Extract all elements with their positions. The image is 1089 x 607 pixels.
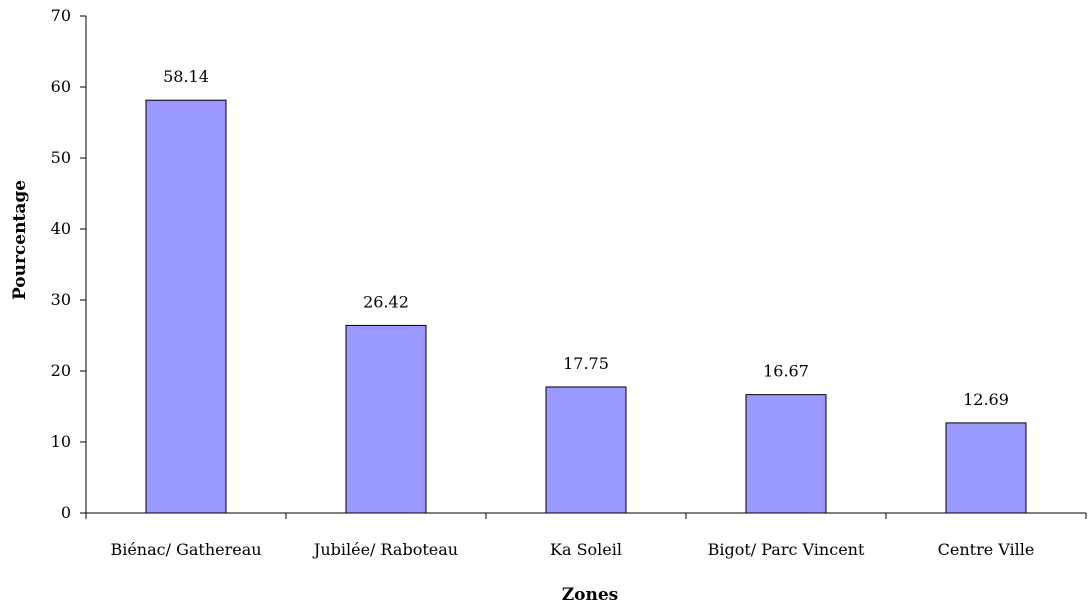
y-tick-label: 20 bbox=[51, 361, 71, 380]
bar bbox=[545, 386, 627, 514]
y-tick-label: 30 bbox=[51, 290, 71, 309]
y-tick-label: 60 bbox=[51, 77, 71, 96]
y-tick-label: 70 bbox=[51, 6, 71, 25]
data-label: 17.75 bbox=[563, 354, 609, 373]
x-tick-label: Centre Ville bbox=[938, 540, 1035, 559]
plot-area: 0 10 20 30 40 50 60 70 58.14 Biénac/ Gathereau 26.… bbox=[51, 6, 1087, 559]
bar bbox=[345, 324, 427, 514]
y-tick-label: 50 bbox=[51, 148, 71, 167]
bar bbox=[145, 99, 227, 514]
data-label: 26.42 bbox=[363, 292, 409, 311]
x-tick-label: Jubilée/ Raboteau bbox=[312, 540, 458, 559]
y-axis-title: Pourcentage bbox=[10, 180, 30, 300]
y-tick-label: 10 bbox=[51, 432, 71, 451]
bar bbox=[745, 394, 827, 514]
x-tick-label: Biénac/ Gathereau bbox=[110, 540, 261, 559]
bar bbox=[945, 422, 1027, 514]
y-tick-label: 40 bbox=[51, 219, 71, 238]
data-label: 58.14 bbox=[163, 67, 209, 86]
data-label: 12.69 bbox=[963, 390, 1009, 409]
x-axis-title: Zones bbox=[562, 585, 619, 605]
x-tick-label: Bigot/ Parc Vincent bbox=[708, 540, 865, 559]
x-tick-label: Ka Soleil bbox=[550, 540, 622, 559]
data-label: 16.67 bbox=[763, 362, 809, 381]
y-tick-label: 0 bbox=[61, 503, 71, 522]
